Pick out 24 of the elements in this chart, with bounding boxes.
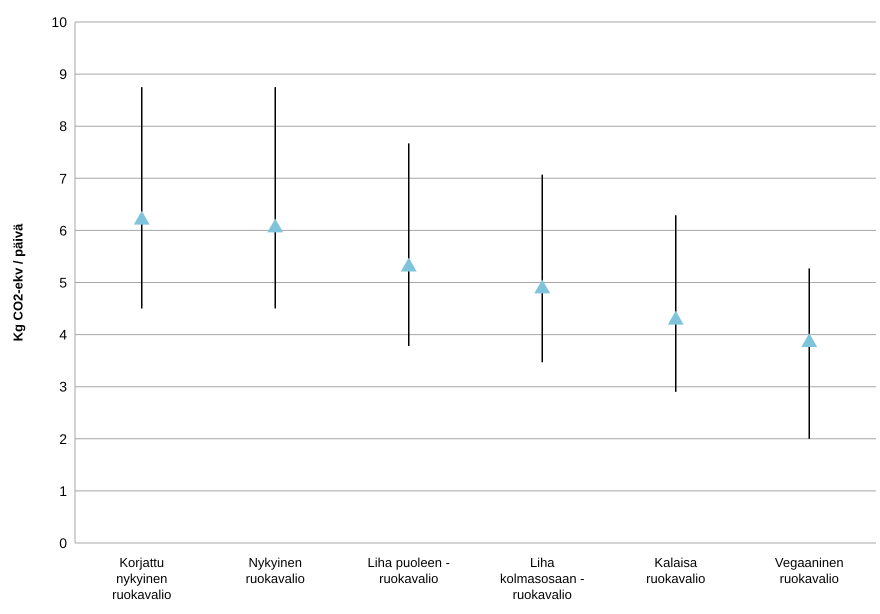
y-tick-label: 9 [59,66,68,82]
y-tick-label: 0 [59,534,68,551]
x-tick-label: Vegaaninen ruokavalio [774,555,844,586]
point [400,258,417,272]
point [534,280,550,294]
point [801,333,818,348]
x-tick-label: Korjattu nykyinen ruokavalio [112,555,172,602]
y-tick-label: 4 [59,326,68,343]
x-tick-label: Liha puoleen - ruokavalio [368,555,450,586]
point [267,218,284,232]
y-tick-label: 10 [51,14,68,30]
y-axis-title: Kg CO2-ekv / päivä [10,222,26,342]
x-tick-label: Liha kolmasosaan - ruokavalio [500,555,585,602]
y-tick-label: 2 [59,430,68,447]
y-tick-label: 3 [59,378,68,395]
y-tick-label: 7 [59,170,68,186]
x-tick-label: Nykyinen ruokavalio [246,555,305,586]
point [668,310,684,325]
x-tick-label: Kalaisa ruokavalio [646,555,706,586]
y-tick-label: 6 [59,222,68,238]
y-tick-label: 8 [59,118,68,134]
point [134,210,150,225]
y-tick-label: 5 [59,274,68,290]
y-tick-label: 1 [59,482,68,499]
